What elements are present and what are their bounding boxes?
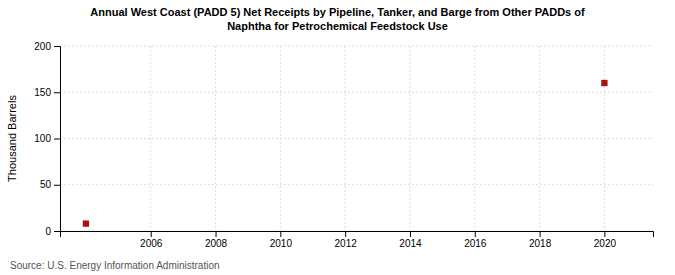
x-axis-tick-mark (345, 231, 346, 237)
x-axis-tick-label: 2008 (205, 238, 228, 249)
grid-line-y (60, 138, 653, 139)
x-axis-tick: 2014 (399, 231, 422, 249)
x-axis-tick: 2008 (205, 231, 228, 249)
y-axis-tick-label: 50 (40, 179, 52, 190)
x-axis-tick: 2016 (464, 231, 487, 249)
x-axis-line (61, 232, 654, 238)
x-axis-tick: 2020 (594, 231, 617, 249)
y-axis-tick-mark (54, 92, 60, 93)
title-line: Annual West Coast (PADD 5) Net Receipts … (90, 6, 585, 18)
y-axis-tick-label: 0 (45, 226, 51, 237)
grid (60, 46, 653, 231)
grid-line-y (60, 92, 653, 93)
x-axis-tick-label: 2006 (140, 238, 163, 249)
x-axis-tick-mark (151, 231, 152, 237)
x-axis-tick-label: 2014 (399, 238, 422, 249)
y-axis-tick-mark (54, 231, 60, 232)
x-axis-tick-mark (216, 231, 217, 237)
x-axis-tick: 2012 (335, 231, 358, 249)
x-axis-tick-label: 2012 (335, 238, 358, 249)
y-axis-tick-label: 100 (34, 133, 51, 144)
points (83, 80, 608, 227)
y-axis-tick: 0 (45, 226, 60, 237)
point (83, 220, 89, 226)
x-axis-tick-mark (604, 231, 605, 237)
x-axis-tick-label: 2018 (529, 238, 552, 249)
x-axis-tick-mark (280, 231, 281, 237)
y-axis: 0 50 100 150 200 (34, 41, 60, 237)
grid-line-y (60, 184, 653, 185)
title: Annual West Coast (PADD 5) Net Receipts … (90, 6, 585, 32)
y-axis-tick: 100 (34, 133, 60, 144)
grid-line-x (474, 46, 475, 231)
grid-line-x (539, 46, 540, 231)
plot: 2006 2008 2010 2012 2014 2016 2018 2020 0 50 100 15… (34, 41, 653, 249)
y-axis-tick: 200 (34, 41, 60, 52)
y-axis-tick-mark (54, 46, 60, 47)
x-axis-tick-label: 2016 (464, 238, 487, 249)
y-axis-tick-label: 200 (34, 41, 51, 52)
y-axis-tick: 150 (34, 87, 60, 98)
grid-line-x (215, 46, 216, 231)
x-axis-tick: 2010 (270, 231, 293, 249)
x-axis-tick-label: 2010 (270, 238, 293, 249)
y-axis-line (54, 47, 61, 232)
x-axis: 2006 2008 2010 2012 2014 2016 2018 2020 (61, 231, 654, 249)
x-axis-tick-mark (410, 231, 411, 237)
y-axis-tick-label: 150 (34, 87, 51, 98)
title-line: Naphtha for Petrochemical Feedstock Use (227, 20, 448, 32)
x-axis-tick-mark (540, 231, 541, 237)
point (601, 80, 607, 86)
source: Source: U.S. Energy Information Administ… (10, 260, 220, 271)
y-axis-title: Thousand Barrels (6, 95, 18, 182)
y-axis-tick-mark (54, 139, 60, 140)
x-axis-tick-mark (475, 231, 476, 237)
grid-line-y (60, 46, 653, 47)
y-axis-tick-mark (54, 185, 60, 186)
x-axis-tick-label: 2020 (594, 238, 617, 249)
grid-line-x (150, 46, 151, 231)
chart: Annual West Coast (PADD 5) Net Receipts … (0, 0, 675, 275)
y-axis-tick: 50 (40, 179, 60, 190)
x-axis-tick: 2006 (140, 231, 163, 249)
x-axis-tick: 2018 (529, 231, 552, 249)
